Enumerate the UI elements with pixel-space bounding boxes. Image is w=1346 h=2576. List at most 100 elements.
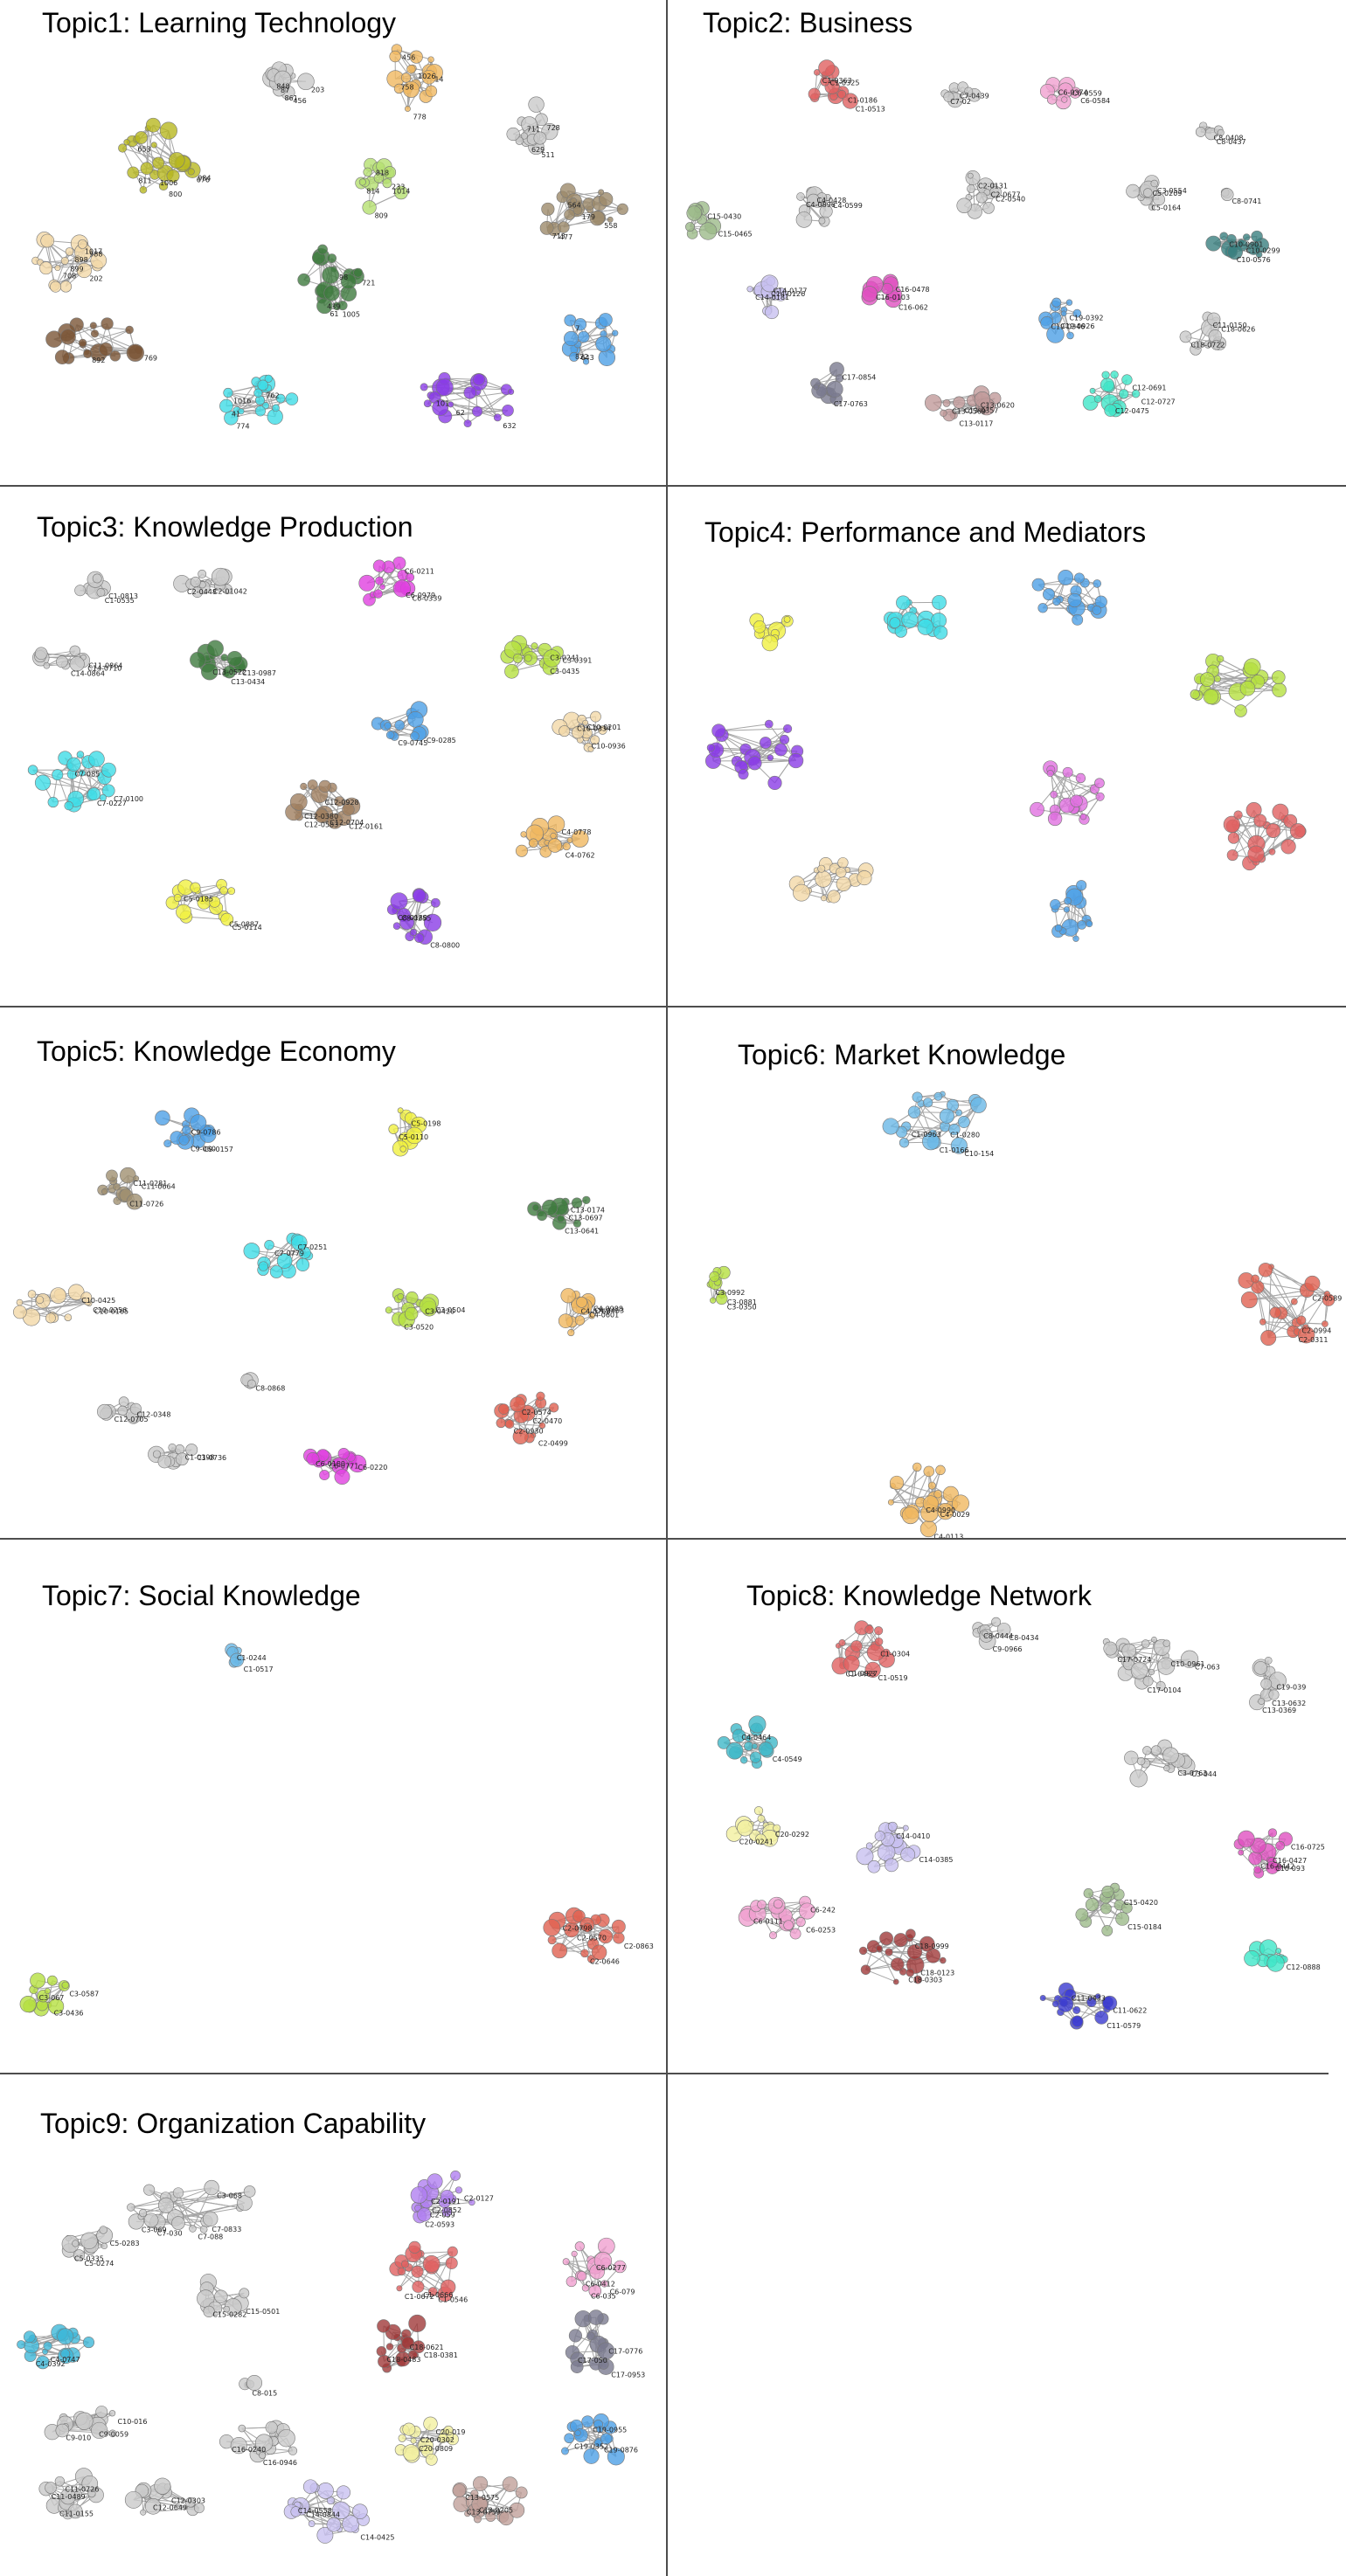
node — [570, 2360, 584, 2373]
topic9-panel: Topic9: Organization Capability C7-030 C7… — [0, 2074, 666, 2576]
node — [1095, 792, 1105, 801]
node — [547, 838, 562, 853]
node — [574, 2241, 585, 2252]
node-label: 629 — [531, 146, 545, 154]
node — [52, 769, 64, 781]
node — [967, 172, 974, 179]
node-label: C16-0427 — [1273, 1857, 1307, 1865]
node-label: C3-0241 — [550, 654, 579, 662]
node — [562, 2258, 570, 2266]
node — [168, 152, 185, 169]
node — [749, 1751, 762, 1763]
node-label: C12-0380 — [304, 813, 338, 821]
node-label: C5-0185 — [184, 896, 213, 904]
node-label: C7-063 — [1195, 1664, 1220, 1672]
node-label: C10-0576 — [1237, 256, 1271, 264]
node-label: C1-0519 — [878, 1674, 908, 1682]
node — [317, 244, 328, 255]
node-label: C7-088 — [198, 2233, 223, 2241]
node — [1039, 1994, 1046, 2002]
node — [508, 388, 515, 395]
node — [59, 2489, 76, 2505]
edge — [718, 728, 788, 731]
node — [826, 380, 843, 398]
node — [598, 313, 613, 327]
node — [450, 2171, 461, 2181]
node — [1061, 96, 1068, 103]
node — [504, 664, 519, 679]
node-label: C10-154 — [964, 1150, 994, 1158]
node — [1094, 595, 1107, 608]
node-label: 1005 — [343, 310, 360, 318]
node — [1180, 1650, 1199, 1668]
node — [783, 1920, 794, 1930]
node — [576, 1296, 588, 1308]
node — [975, 191, 988, 204]
node — [16, 1298, 24, 1306]
node — [1141, 1639, 1150, 1648]
node — [97, 1403, 113, 1420]
node — [563, 330, 579, 347]
node-label: C3-0763 — [1177, 1769, 1207, 1777]
node — [1124, 1750, 1139, 1765]
node-label: C1-0535 — [105, 597, 135, 605]
node — [827, 890, 841, 904]
node — [1244, 1950, 1260, 1967]
node — [1052, 597, 1061, 606]
node — [237, 2195, 253, 2211]
node — [66, 757, 81, 772]
node-label: 98 — [339, 274, 348, 281]
node-label: C1-0304 — [880, 1651, 910, 1658]
node — [101, 317, 114, 330]
node-label: C2-01042 — [213, 587, 247, 595]
node — [223, 387, 233, 398]
node — [1072, 613, 1084, 626]
node — [1322, 1293, 1336, 1306]
node-label: C12-0583 — [304, 821, 338, 829]
node — [539, 221, 554, 235]
node — [87, 787, 101, 801]
node-cluster — [1030, 760, 1105, 827]
node-label: C15-0420 — [1124, 1899, 1158, 1907]
node — [127, 2203, 135, 2212]
node — [569, 351, 579, 362]
topic2-panel: Topic2: Business C1-0363 C1-0186 C1-0513 C1… — [668, 0, 1346, 485]
edge — [800, 196, 822, 222]
node-label: C12-0475 — [1115, 407, 1149, 415]
node — [755, 1833, 767, 1845]
node — [1226, 233, 1237, 245]
node — [1086, 920, 1093, 928]
node — [1280, 839, 1296, 855]
node — [590, 710, 601, 723]
node — [91, 2421, 108, 2439]
edge — [1037, 772, 1069, 810]
node — [106, 1169, 118, 1182]
node — [889, 1475, 905, 1491]
node — [738, 769, 749, 780]
node — [452, 2483, 467, 2498]
network-graph: C10-154C1-0280C1-0166C1-0963C3-0881C3-09… — [706, 1091, 1342, 1538]
node-label: C6-0412 — [586, 2280, 615, 2288]
node-label: 203 — [311, 86, 324, 93]
node — [406, 65, 416, 74]
node — [82, 2337, 95, 2349]
node — [1100, 1902, 1112, 1915]
edge — [31, 1297, 87, 1318]
node — [358, 574, 376, 592]
node — [295, 1257, 310, 1272]
node — [552, 1942, 568, 1959]
node-label: C7-0779 — [274, 1250, 304, 1257]
node — [432, 399, 449, 416]
node-label: C2-0131 — [978, 182, 1008, 190]
node — [60, 2349, 71, 2359]
node — [239, 2288, 250, 2299]
node-label: 892 — [92, 357, 105, 364]
node-label: C6-0339 — [412, 595, 441, 603]
node — [39, 261, 53, 275]
node-label: C6-0584 — [1080, 97, 1110, 105]
